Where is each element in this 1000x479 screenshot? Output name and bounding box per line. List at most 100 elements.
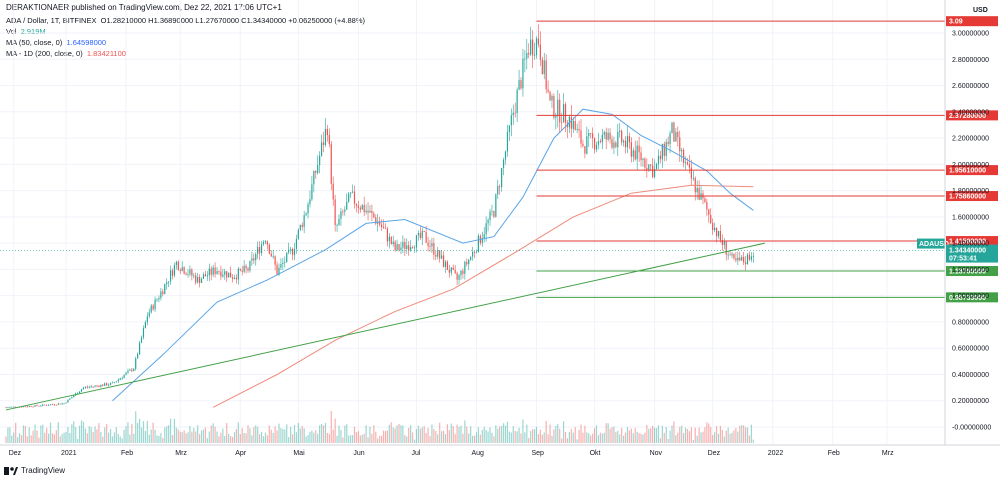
volume-bar: [667, 439, 669, 443]
volume-bar: [61, 434, 63, 443]
candle-body: [311, 184, 313, 200]
volume-bar: [744, 427, 747, 443]
candle-body: [291, 248, 294, 255]
x-tick-label: 2022: [768, 450, 784, 457]
volume-bar: [164, 427, 166, 443]
volume-bar: [168, 425, 170, 443]
candle-body: [454, 269, 456, 274]
candle-body: [55, 404, 57, 406]
volume-bar: [336, 435, 338, 443]
volume-bar: [11, 435, 13, 443]
candle-body: [555, 116, 557, 118]
candle-body: [282, 262, 284, 265]
volume-bar: [51, 433, 54, 443]
candle-body: [588, 133, 590, 137]
candle-body: [20, 406, 23, 408]
volume-bar: [636, 431, 638, 443]
volume-bar: [640, 433, 642, 443]
volume-bar: [259, 434, 261, 443]
volume-bar: [86, 433, 88, 443]
y-tick-label: 1.20000000: [952, 267, 989, 274]
volume-bar: [113, 432, 116, 443]
volume-bar: [411, 432, 414, 443]
volume-bar: [487, 431, 489, 443]
volume-bars: [5, 411, 754, 443]
resistance-level-label: 1.75860000: [949, 194, 986, 201]
volume-bar: [80, 420, 83, 443]
volume-bar: [330, 411, 332, 443]
volume-bar: [109, 429, 112, 443]
volume-bar: [580, 424, 582, 443]
resistance-level-label: 2.37280000: [949, 113, 986, 120]
candle-body: [559, 99, 561, 123]
volume-bar: [489, 427, 491, 443]
volume-bar: [379, 435, 381, 443]
candle-body: [260, 244, 263, 254]
candle-body: [175, 261, 177, 266]
candle-body: [404, 241, 406, 250]
candle-body: [502, 159, 505, 168]
volume-bar: [471, 435, 474, 443]
volume-bar: [452, 426, 454, 443]
candle-body: [441, 255, 443, 259]
candle-body: [224, 271, 226, 275]
volume-bar: [590, 435, 592, 443]
volume-bar: [208, 431, 210, 443]
volume-bar: [71, 424, 73, 443]
candle-body: [657, 155, 660, 164]
volume-bar: [123, 430, 125, 443]
candle-body: [439, 250, 441, 259]
candle-body: [98, 385, 100, 387]
candle-body: [669, 133, 671, 145]
volume-bar: [255, 425, 257, 443]
volume-bar: [288, 437, 290, 443]
volume-bar: [605, 423, 607, 443]
candle-body: [663, 143, 665, 156]
candle-body: [514, 112, 516, 114]
volume-bar: [597, 435, 600, 443]
volume-bar: [382, 430, 385, 443]
candle-body: [382, 227, 385, 229]
volume-bar: [100, 431, 102, 443]
y-tick-label: 1.80000000: [952, 188, 989, 195]
candle-body: [673, 122, 675, 142]
volume-bar: [247, 425, 249, 443]
candle-body: [526, 52, 528, 59]
candle-body: [613, 142, 615, 148]
x-tick-label: Jun: [353, 450, 364, 457]
x-tick-label: Aug: [471, 450, 484, 457]
volume-bar: [197, 425, 199, 443]
candle-body: [626, 136, 629, 148]
volume-bar: [276, 430, 278, 443]
candle-body: [88, 386, 90, 388]
candle-body: [363, 205, 365, 213]
volume-bar: [456, 424, 458, 443]
candle-body: [427, 242, 429, 247]
candle-body: [177, 261, 179, 270]
y-tick-label: 2.60000000: [952, 83, 989, 90]
candle-body: [206, 275, 208, 277]
volume-bar: [270, 429, 272, 443]
resistance-level-label: 1.41590000: [949, 239, 986, 246]
candle-body: [222, 274, 224, 277]
candle-body: [411, 247, 414, 248]
candle-body: [470, 256, 472, 260]
volume-bar: [77, 438, 79, 443]
volume-bar: [193, 427, 195, 443]
volume-bar: [177, 429, 179, 443]
volume-bar: [340, 429, 342, 443]
volume-bar: [388, 424, 390, 443]
candle-body: [684, 162, 687, 164]
volume-bar: [423, 426, 425, 443]
candle-body: [739, 257, 741, 261]
candle-body: [102, 384, 104, 386]
volume-bar: [497, 428, 499, 443]
candle-body: [590, 133, 592, 134]
volume-bar: [206, 438, 208, 443]
volume-bar: [460, 425, 462, 443]
moving-averages: [112, 108, 754, 408]
candle-body: [115, 381, 117, 383]
volume-bar: [619, 434, 621, 443]
volume-bar: [266, 435, 268, 443]
